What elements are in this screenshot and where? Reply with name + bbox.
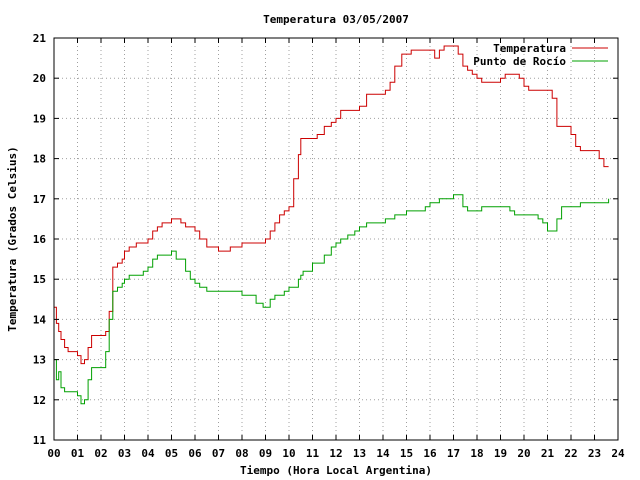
x-tick-label-23: 23 — [588, 447, 601, 460]
y-axis-label: Temperatura (Grados Celsius) — [6, 146, 19, 331]
chart-title: Temperatura 03/05/2007 — [263, 13, 409, 26]
series-line-temperatura — [54, 45, 609, 365]
y-tick-label-14: 14 — [33, 313, 47, 326]
y-tick-label-21: 21 — [33, 32, 47, 45]
x-tick-label-02: 02 — [94, 447, 107, 460]
x-tick-label-00: 00 — [47, 447, 60, 460]
axis-ticks: 00 01 02 03 04 05 06 07 08 09 10 11 12 13 14 15 16 17 18 19… — [33, 32, 625, 460]
x-tick-label-18: 18 — [470, 447, 483, 460]
x-tick-label-10: 10 — [282, 447, 295, 460]
y-tick-label-12: 12 — [33, 394, 46, 407]
y-tick-label-19: 19 — [33, 112, 46, 125]
y-tick-label-11: 11 — [33, 434, 47, 447]
y-tick-label-16: 16 — [33, 233, 47, 246]
grid — [54, 38, 618, 440]
x-tick-label-11: 11 — [306, 447, 320, 460]
x-tick-label-06: 06 — [188, 447, 202, 460]
legend: Temperatura Punto de Rocío — [473, 42, 608, 68]
x-tick-label-05: 05 — [165, 447, 178, 460]
y-tick-label-20: 20 — [33, 72, 46, 85]
series-line-punto-de-rocio — [54, 194, 610, 405]
y-tick-label-13: 13 — [33, 354, 46, 367]
x-tick-label-01: 01 — [71, 447, 85, 460]
x-tick-label-03: 03 — [118, 447, 131, 460]
x-tick-label-20: 20 — [517, 447, 530, 460]
x-tick-label-09: 09 — [259, 447, 272, 460]
series-lines — [54, 45, 610, 405]
legend-label-temperatura: Temperatura — [493, 42, 566, 55]
x-tick-label-22: 22 — [564, 447, 577, 460]
legend-label-punto-de-rocio: Punto de Rocío — [473, 55, 566, 68]
x-tick-label-14: 14 — [376, 447, 390, 460]
x-axis-label: Tiempo (Hora Local Argentina) — [240, 464, 432, 477]
x-tick-label-17: 17 — [447, 447, 460, 460]
y-tick-label-15: 15 — [33, 273, 46, 286]
x-tick-label-16: 16 — [423, 447, 437, 460]
x-tick-label-13: 13 — [353, 447, 366, 460]
x-tick-label-24: 24 — [611, 447, 625, 460]
y-tick-label-17: 17 — [33, 193, 46, 206]
y-tick-label-18: 18 — [33, 153, 46, 166]
x-tick-label-21: 21 — [541, 447, 555, 460]
x-tick-label-12: 12 — [329, 447, 342, 460]
x-tick-label-08: 08 — [235, 447, 248, 460]
x-tick-label-04: 04 — [141, 447, 155, 460]
x-tick-label-07: 07 — [212, 447, 225, 460]
x-tick-label-15: 15 — [400, 447, 413, 460]
x-tick-label-19: 19 — [494, 447, 507, 460]
